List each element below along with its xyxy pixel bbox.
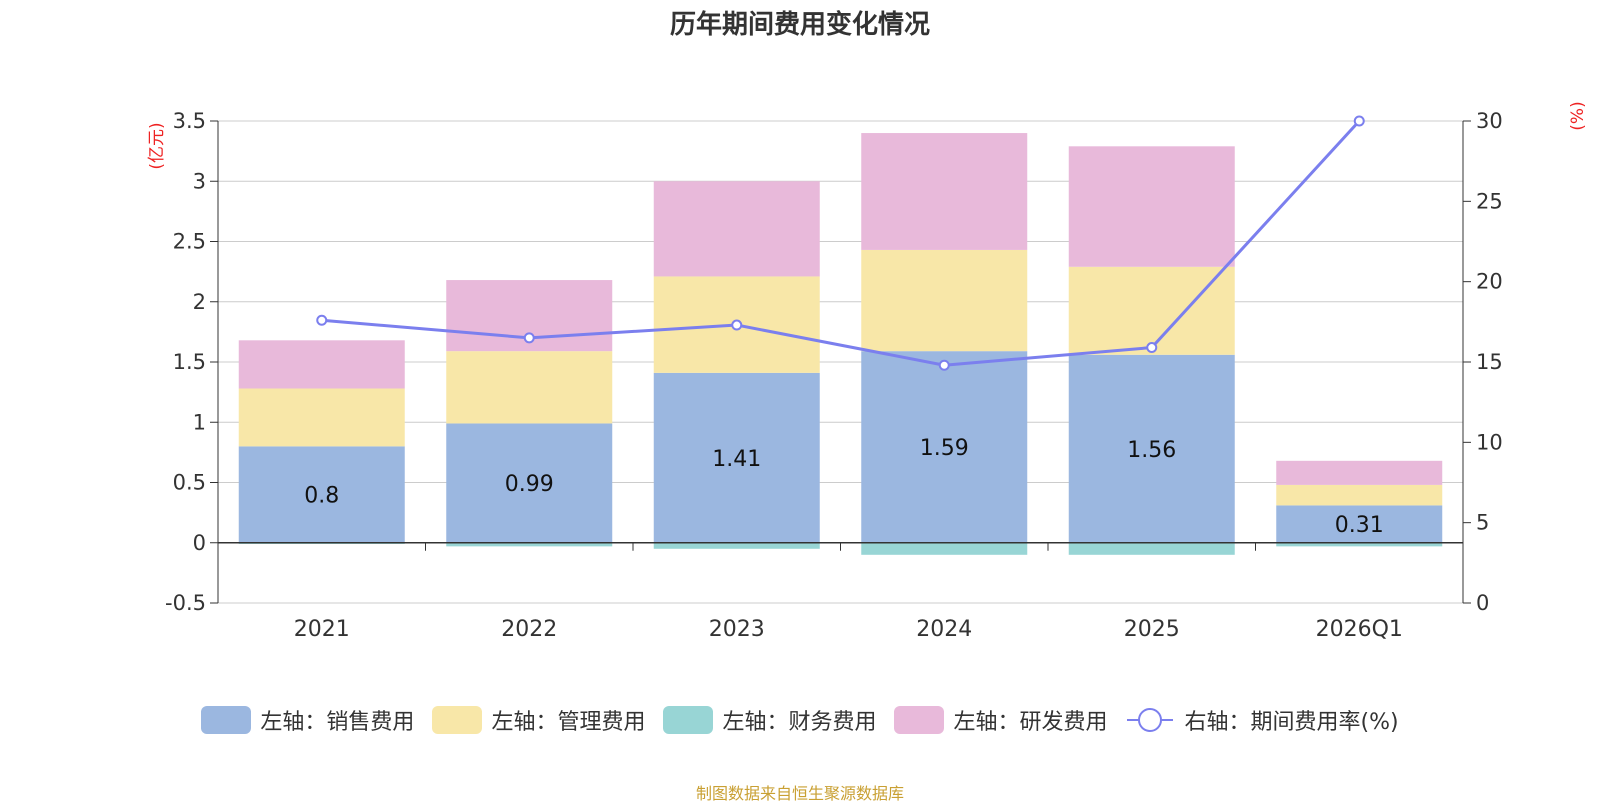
bar-1-2021 xyxy=(238,388,405,447)
sales-value-label: 1.41 xyxy=(712,447,761,472)
source-note: 制图数据来自恒生聚源数据库 xyxy=(695,784,904,803)
sales-value-label: 1.56 xyxy=(1127,438,1176,463)
bar-2-2025 xyxy=(1068,542,1235,555)
rate-line xyxy=(321,119,1361,367)
left-tick-label: 3.5 xyxy=(173,109,206,133)
x-tick-label: 2023 xyxy=(709,617,765,642)
rate-point-2024 xyxy=(938,359,950,371)
x-tick-label: 2021 xyxy=(294,617,350,642)
left-tick-label: 1.5 xyxy=(173,350,206,374)
left-tick-label: 0.5 xyxy=(173,471,206,495)
legend-item[interactable]: 左轴：销售费用 xyxy=(201,704,414,736)
legend-marker xyxy=(1138,708,1163,732)
right-tick-label: 0 xyxy=(1476,591,1489,615)
left-tick-label: 1 xyxy=(193,410,206,434)
right-axis-unit: (%) xyxy=(1568,101,1588,130)
x-tick-label: 2022 xyxy=(501,617,557,642)
right-tick-label: 5 xyxy=(1476,511,1489,535)
bar-1-2022 xyxy=(446,351,613,424)
legend-swatch xyxy=(201,706,252,734)
bar-0-2024 xyxy=(861,351,1028,543)
legend-line-marker-icon xyxy=(1127,708,1174,732)
right-tick-label: 10 xyxy=(1476,430,1503,454)
bar-0-2025 xyxy=(1068,354,1235,543)
rate-point-2022 xyxy=(523,332,535,344)
left-tick-label: -0.5 xyxy=(165,591,206,615)
x-tick-label: 2024 xyxy=(916,617,972,642)
right-tick-label: 25 xyxy=(1476,189,1503,213)
bar-0-2026Q1 xyxy=(1276,505,1443,543)
legend-item[interactable]: 左轴：研发费用 xyxy=(894,704,1107,736)
x-tick-label: 2025 xyxy=(1124,617,1180,642)
bar-2-2022 xyxy=(446,542,613,547)
rate-point-2026Q1 xyxy=(1353,115,1365,127)
legend-item[interactable]: 右轴：期间费用率(%) xyxy=(1125,704,1399,736)
rate-point-2023 xyxy=(731,319,743,331)
bar-1-2025 xyxy=(1068,266,1235,355)
bar-3-2024 xyxy=(861,133,1028,250)
legend-item[interactable]: 左轴：管理费用 xyxy=(432,704,645,736)
legend-swatch xyxy=(432,706,483,734)
legend: 左轴：销售费用 左轴：管理费用 左轴：财务费用 左轴：研发费用 右轴：期间费用率(%) xyxy=(0,704,1600,736)
bar-0-2021 xyxy=(238,446,405,543)
bar-3-2021 xyxy=(238,340,405,389)
bar-3-2023 xyxy=(653,181,820,277)
right-tick-label: 20 xyxy=(1476,270,1503,294)
bar-3-2025 xyxy=(1068,146,1235,267)
right-tick-label: 15 xyxy=(1476,350,1503,374)
axes: -0.500.511.522.533.5051015202530(亿元)(%)2… xyxy=(147,101,1588,642)
legend-item[interactable]: 左轴：财务费用 xyxy=(663,704,876,736)
x-tick-label: 2026Q1 xyxy=(1316,617,1403,642)
bar-0-2022 xyxy=(446,423,613,543)
legend-label: 左轴：销售费用 xyxy=(260,710,415,735)
sales-value-label: 1.59 xyxy=(920,436,969,461)
chart-plot: -0.500.511.522.533.5051015202530(亿元)(%)2… xyxy=(147,101,1588,642)
bar-series xyxy=(238,133,1443,555)
left-tick-label: 0 xyxy=(193,531,206,555)
right-tick-label: 30 xyxy=(1476,109,1503,133)
chart-title: 历年期间费用变化情况 xyxy=(669,10,930,40)
data-labels: 0.8 0.99 1.41 1.59 1.56 0.31 xyxy=(304,436,1383,538)
rate-point-2021 xyxy=(316,314,328,326)
sales-value-label: 0.8 xyxy=(304,484,339,509)
bar-1-2024 xyxy=(861,249,1028,352)
left-tick-label: 2.5 xyxy=(173,230,206,254)
grid-lines xyxy=(218,120,1463,604)
legend-label: 左轴：财务费用 xyxy=(722,710,877,735)
legend-label: 左轴：管理费用 xyxy=(491,710,646,735)
bar-2-2024 xyxy=(861,542,1028,555)
rate-point-2025 xyxy=(1146,342,1158,354)
legend-swatch xyxy=(894,706,945,734)
line-series xyxy=(316,115,1365,371)
sales-value-label: 0.31 xyxy=(1335,513,1384,538)
left-tick-label: 2 xyxy=(193,290,206,314)
sales-value-label: 0.99 xyxy=(505,472,554,497)
bar-2-2023 xyxy=(653,542,820,549)
bar-2-2026Q1 xyxy=(1276,542,1443,547)
bar-0-2023 xyxy=(653,372,820,543)
legend-label: 左轴：研发费用 xyxy=(953,710,1108,735)
left-tick-label: 3 xyxy=(193,169,206,193)
left-axis-unit: (亿元) xyxy=(147,122,167,169)
bar-3-2026Q1 xyxy=(1276,460,1443,485)
legend-label: 右轴：期间费用率(%) xyxy=(1184,710,1399,735)
bar-1-2026Q1 xyxy=(1276,484,1443,506)
legend-swatch xyxy=(663,706,714,734)
